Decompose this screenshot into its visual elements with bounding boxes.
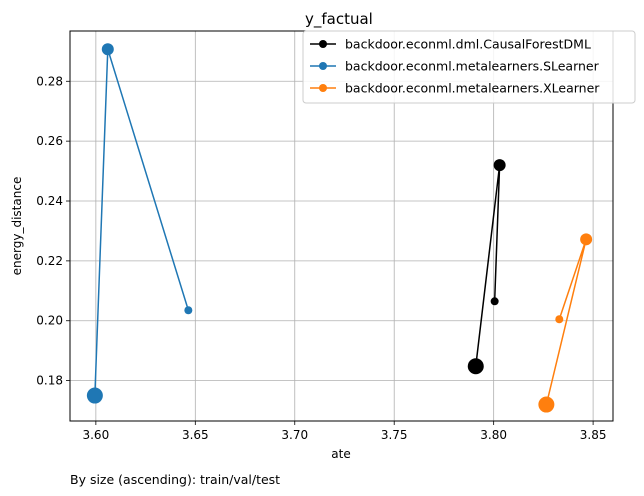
legend-box — [302, 30, 636, 104]
legend-item: backdoor.econml.dml.CausalForestDML — [310, 37, 591, 52]
legend-marker — [319, 84, 327, 92]
series-line — [94, 49, 190, 396]
y-tick-label: 0.28 — [36, 74, 63, 88]
chart-annotation: By size (ascending): train/val/test — [70, 472, 280, 487]
legend-item: backdoor.econml.metalearners.SLearner — [310, 59, 600, 74]
legend-marker — [319, 62, 327, 70]
x-axis-ticks: 3.60 3.65 3.70 3.75 3.80 3.85 — [82, 421, 606, 442]
series-group — [538, 233, 593, 413]
legend-label: backdoor.econml.metalearners.XLearner — [345, 81, 600, 96]
data-point — [101, 43, 114, 56]
y-tick-label: 0.26 — [36, 134, 63, 148]
y-axis-label: energy_distance — [10, 177, 24, 276]
data-point — [493, 159, 506, 172]
series-group — [467, 159, 506, 375]
legend-label: backdoor.econml.metalearners.SLearner — [345, 59, 600, 74]
series-line — [545, 239, 587, 405]
legend-marker — [319, 40, 327, 48]
x-tick-label: 3.80 — [480, 428, 507, 442]
series-layer — [86, 43, 593, 413]
data-point — [86, 387, 103, 404]
x-tick-label: 3.70 — [281, 428, 308, 442]
y-tick-label: 0.24 — [36, 194, 63, 208]
x-axis-label: ate — [331, 447, 350, 461]
x-tick-label: 3.85 — [580, 428, 607, 442]
data-point — [538, 396, 555, 413]
x-tick-label: 3.75 — [381, 428, 408, 442]
x-tick-label: 3.65 — [182, 428, 209, 442]
data-point — [490, 297, 499, 306]
y-tick-label: 0.20 — [36, 314, 63, 328]
y-tick-label: 0.22 — [36, 254, 63, 268]
legend: backdoor.econml.dml.CausalForestDML backd… — [302, 30, 636, 104]
legend-label: backdoor.econml.dml.CausalForestDML — [345, 37, 591, 52]
data-point — [184, 306, 193, 315]
data-point — [580, 233, 593, 246]
data-point — [467, 358, 484, 375]
y-axis-ticks: 0.18 0.20 0.22 0.24 0.26 0.28 — [36, 74, 70, 388]
x-tick-label: 3.60 — [82, 428, 109, 442]
series-group — [86, 43, 193, 404]
y-tick-label: 0.18 — [36, 374, 63, 388]
chart-title: y_factual — [305, 10, 373, 29]
legend-item: backdoor.econml.metalearners.XLearner — [310, 81, 600, 96]
series-line — [475, 165, 501, 367]
data-point — [555, 315, 564, 324]
